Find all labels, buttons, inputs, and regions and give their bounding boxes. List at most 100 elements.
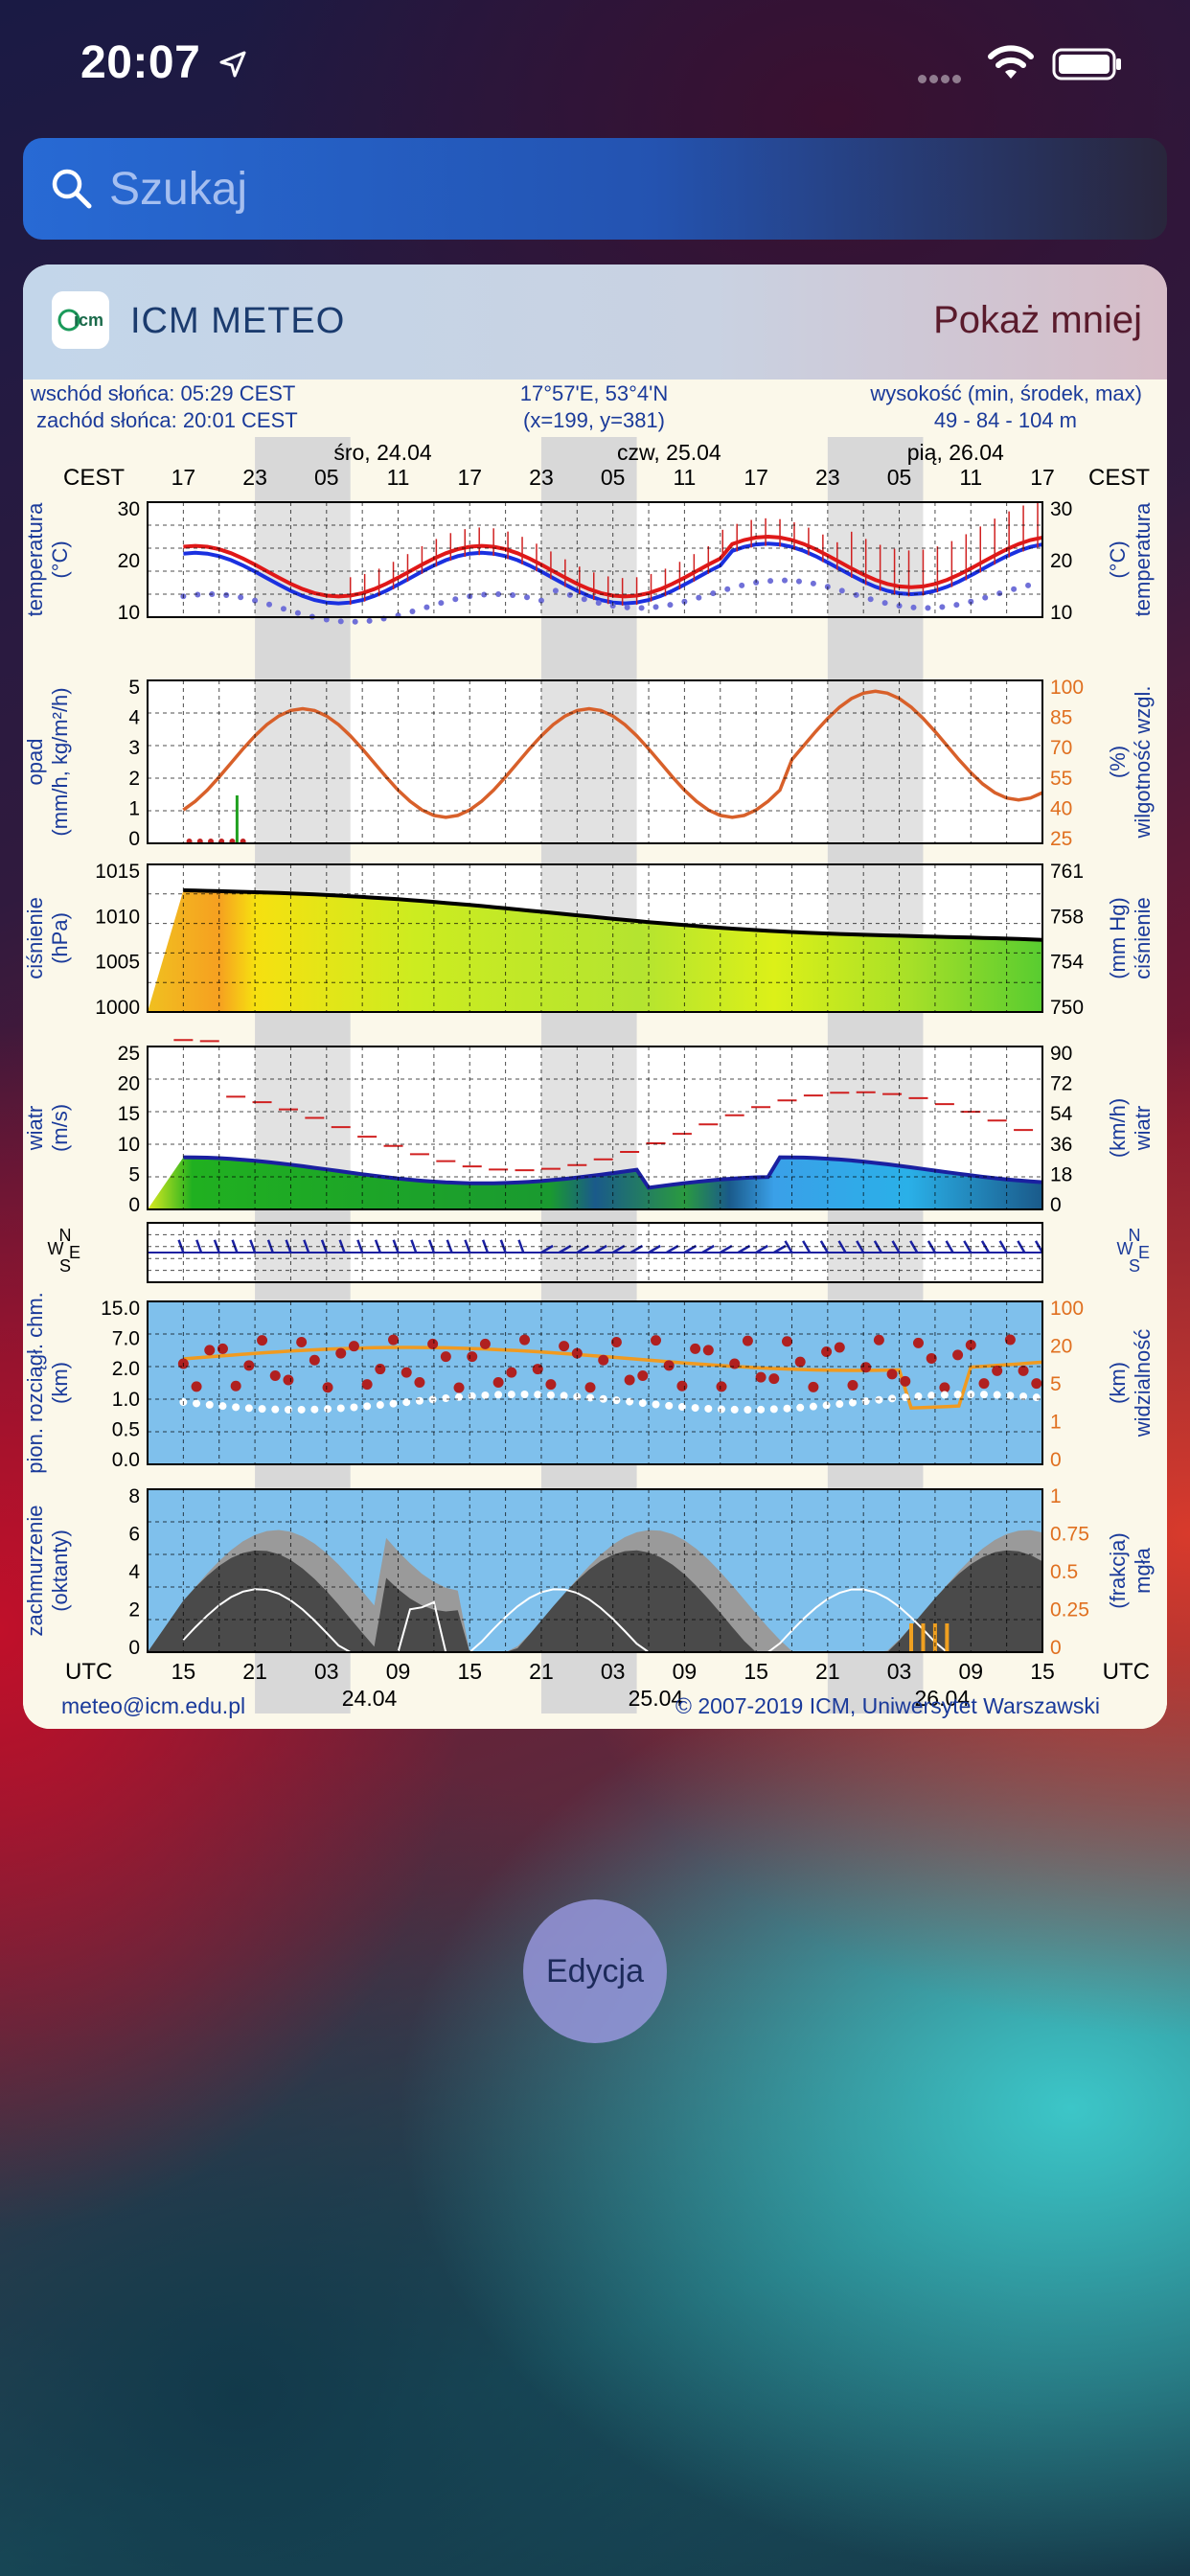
precip-unit-right: (%)	[1106, 746, 1130, 778]
temp-tick-right: 20	[1050, 550, 1072, 572]
wind-tick-right: 72	[1050, 1073, 1072, 1095]
wind-arrow	[998, 1240, 1008, 1254]
edit-button[interactable]: Edycja	[523, 1899, 667, 2043]
timezone-bottom-right: UTC	[1103, 1659, 1150, 1685]
cloud-extent-dot	[847, 1380, 858, 1392]
wifi-icon	[988, 45, 1034, 79]
convection-tick-left: 1.0	[112, 1389, 140, 1411]
cloud-extent-dot	[860, 1362, 872, 1373]
utc-hour-tick: 15	[1030, 1659, 1055, 1684]
cloud-extent-dot	[651, 1335, 662, 1346]
wind-arrow	[720, 1244, 733, 1254]
cloud-base-dot	[835, 1400, 844, 1409]
night-shade	[255, 680, 351, 843]
battery-icon	[1052, 48, 1121, 80]
dew-point-dot	[581, 596, 587, 603]
status-bar: 20:07	[0, 0, 1190, 115]
cloud-base-dot	[232, 1403, 240, 1412]
wind-tick-right: 90	[1050, 1043, 1072, 1065]
day-label-bottom: 25.04	[629, 1686, 684, 1711]
precip-tick-left: 2	[128, 768, 140, 790]
dew-point-dot	[481, 591, 488, 598]
cloud-extent-dot	[978, 1378, 990, 1390]
cloud-base-dot	[783, 1404, 791, 1413]
wind-arrow	[356, 1239, 364, 1254]
convection-label-left: pion. rozciągł. chm.	[23, 1292, 47, 1474]
cloud-base-dot	[652, 1400, 660, 1409]
dew-point-dot	[838, 587, 845, 594]
cest-hour-tick: 23	[529, 465, 554, 490]
wind-arrow	[559, 1244, 572, 1254]
cest-hour-tick: 11	[673, 465, 696, 490]
clouds-tick-left: 0	[128, 1637, 140, 1659]
clouds-tick-right: 0.5	[1050, 1561, 1078, 1583]
dew-point-dot	[252, 597, 259, 604]
convection-unit-left: (km)	[48, 1362, 72, 1404]
cloud-extent-dot	[821, 1346, 833, 1357]
precip-tick-right: 25	[1050, 828, 1072, 850]
dew-point-dot	[652, 604, 659, 610]
dew-point-dot	[853, 591, 859, 598]
cloud-extent-dot	[610, 1336, 622, 1347]
timezone-right: CEST	[1088, 465, 1150, 491]
svg-text:icm: icm	[74, 310, 103, 330]
winddir-grid	[147, 1222, 1043, 1283]
cest-hour-tick: 05	[601, 465, 626, 490]
cloud-base-dot	[205, 1400, 214, 1409]
convection-tick-right: 20	[1050, 1336, 1072, 1358]
convection-tick-right: 1	[1050, 1412, 1062, 1434]
clouds-label-left: zachmurzenie	[23, 1506, 47, 1637]
cloud-base-dot	[546, 1391, 555, 1399]
precip-tick-left: 3	[128, 737, 140, 759]
cloud-base-dot	[691, 1404, 699, 1413]
temp-unit-left: (°C)	[48, 540, 72, 578]
search-bar[interactable]: Szukaj	[23, 138, 1167, 240]
utc-hour-tick: 03	[601, 1659, 626, 1684]
meteogram-chart: wschód słońca: 05:29 CEST zachód słońca:…	[23, 380, 1167, 1729]
show-less-button[interactable]: Pokaż mniej	[933, 299, 1142, 341]
dew-point-dot	[810, 580, 816, 586]
utc-hour-tick: 21	[815, 1659, 840, 1684]
convection-unit-right: (km)	[1106, 1362, 1130, 1404]
temp-unit-right: (°C)	[1106, 540, 1130, 578]
cloud-extent-dot	[926, 1352, 937, 1364]
cest-hour-tick: 23	[242, 465, 267, 490]
cloud-extent-dot	[506, 1367, 517, 1378]
dew-point-dot	[867, 596, 874, 603]
clouds-tick-right: 1	[1050, 1485, 1062, 1507]
day-label-top: śro, 24.04	[333, 440, 431, 465]
icm-meteo-widget: icm ICM METEO Pokaż mniej wschód słońca:…	[23, 264, 1167, 1729]
wind-arrow	[540, 1244, 554, 1254]
wind-arrow	[464, 1239, 471, 1254]
contact-email: meteo@icm.edu.pl	[61, 1693, 245, 1718]
cloud-extent-dot	[400, 1367, 412, 1378]
clouds-unit-right: (frakcja)	[1106, 1532, 1130, 1608]
pressure-area	[148, 890, 1042, 1012]
clouds-tick-left: 8	[128, 1485, 140, 1507]
cloud-base-dot	[481, 1391, 490, 1399]
cloud-base-dot	[534, 1391, 542, 1399]
pressure-tick-left: 1010	[95, 906, 140, 928]
cloud-extent-dot	[414, 1377, 425, 1389]
search-icon	[52, 169, 92, 209]
cloud-extent-dot	[742, 1335, 753, 1346]
fog-bar	[945, 1623, 950, 1652]
temp-label-left: temperatura	[23, 502, 47, 616]
cloud-base-dot	[626, 1397, 634, 1406]
cloud-extent-dot	[637, 1369, 649, 1381]
cloud-extent-dot	[296, 1336, 308, 1347]
cloud-base-dot	[901, 1393, 909, 1402]
dew-point-dot	[538, 597, 544, 604]
cloud-base-dot	[979, 1391, 988, 1399]
wind-tick-right: 54	[1050, 1103, 1073, 1125]
cloud-base-dot	[848, 1398, 857, 1407]
dew-point-dot	[968, 598, 974, 605]
precip-label-right: wilgotność wzgl.	[1131, 686, 1155, 840]
wind-unit-right: (km/h)	[1106, 1098, 1130, 1158]
cloud-extent-dot	[755, 1371, 767, 1383]
precip-tick-right: 70	[1050, 737, 1072, 759]
timezone-bottom-left: UTC	[65, 1659, 112, 1685]
location-arrow-icon	[219, 51, 246, 78]
cloud-base-dot	[718, 1405, 726, 1414]
dew-point-dot	[595, 600, 602, 607]
